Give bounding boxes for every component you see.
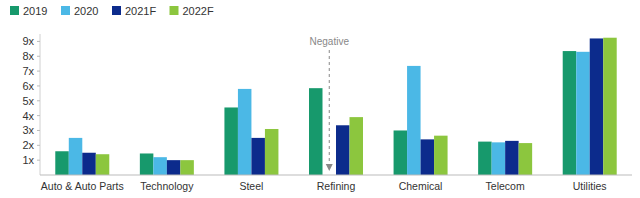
legend-label: 2021F xyxy=(125,5,156,17)
bar xyxy=(82,153,96,175)
x-tick-label: Chemical xyxy=(399,180,443,192)
y-tick xyxy=(37,160,40,161)
bar xyxy=(167,160,181,175)
bar xyxy=(563,51,577,175)
bar xyxy=(153,157,167,175)
bar xyxy=(576,52,590,175)
x-tick-label: Utilities xyxy=(573,180,607,192)
y-tick xyxy=(37,145,40,146)
bar xyxy=(394,130,408,175)
x-tick-label: Telecom xyxy=(486,180,525,192)
y-tick-label: 9x xyxy=(22,35,34,47)
legend-label: 2020 xyxy=(74,5,98,17)
legend-swatch xyxy=(10,6,19,15)
x-tick-label: Refining xyxy=(317,180,356,192)
y-tick-label: 8x xyxy=(22,50,34,62)
bar xyxy=(69,138,83,175)
y-tick xyxy=(37,56,40,57)
y-tick-label: 2x xyxy=(22,139,34,151)
legend-label: 2022F xyxy=(183,5,214,17)
bar xyxy=(336,125,350,175)
bars xyxy=(55,38,616,175)
x-axis-line xyxy=(40,175,632,176)
annotation-arrow-head xyxy=(326,164,333,171)
legend-swatch xyxy=(170,6,179,15)
y-tick-label: 4x xyxy=(22,110,34,122)
bar xyxy=(96,154,110,175)
bar xyxy=(603,38,617,175)
bar xyxy=(519,143,533,175)
bar xyxy=(55,151,69,175)
annotation: Negative xyxy=(310,36,350,47)
bar xyxy=(309,88,323,175)
bar xyxy=(265,129,279,175)
y-axis-line xyxy=(40,34,41,175)
x-tick-label: Auto & Auto Parts xyxy=(41,180,124,192)
bar xyxy=(407,66,421,175)
y-tick-label: 6x xyxy=(22,80,34,92)
legend-swatch xyxy=(61,6,70,15)
y-tick xyxy=(37,100,40,101)
y-tick xyxy=(37,115,40,116)
bar xyxy=(492,142,506,175)
y-tick-label: 7x xyxy=(22,65,34,77)
legend-swatch xyxy=(112,6,121,15)
bar xyxy=(224,107,238,175)
bar xyxy=(505,141,518,175)
bar xyxy=(140,153,154,175)
x-tick-label: Technology xyxy=(140,180,194,192)
bar xyxy=(434,136,448,175)
y-tick xyxy=(37,130,40,131)
chart: 1x 2x 3x 4x 5x 6x 7x 8x 9x Auto & Auto Parts Techn… xyxy=(0,0,640,198)
bar xyxy=(421,139,435,175)
bar xyxy=(478,142,492,175)
bar xyxy=(251,138,265,175)
y-tick-label: 3x xyxy=(22,124,34,136)
y-tick-label: 5x xyxy=(22,95,34,107)
bar xyxy=(350,117,364,175)
x-tick-label: Steel xyxy=(239,180,263,192)
annotation-arrow-line xyxy=(329,50,330,165)
legend-label: 2019 xyxy=(23,5,47,17)
y-tick xyxy=(37,85,40,86)
bar xyxy=(180,160,194,175)
y-tick xyxy=(37,71,40,72)
bar xyxy=(590,38,604,175)
y-tick-label: 1x xyxy=(22,154,34,166)
bar xyxy=(238,89,252,175)
y-tick xyxy=(37,41,40,42)
